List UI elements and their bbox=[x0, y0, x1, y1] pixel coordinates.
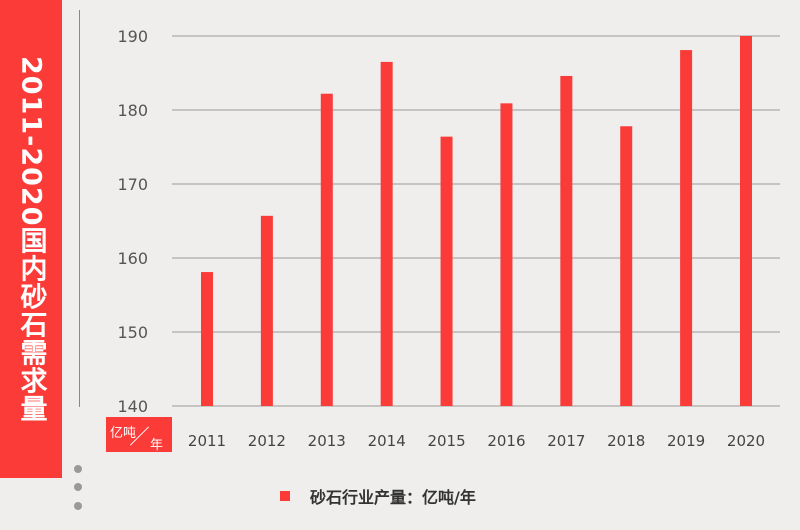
dot-decoration bbox=[74, 502, 82, 510]
bar bbox=[500, 103, 513, 406]
legend: 砂石行业产量：亿吨/年 bbox=[280, 484, 476, 508]
bar bbox=[680, 50, 693, 407]
bar bbox=[201, 272, 213, 406]
x-tick-label: 2015 bbox=[427, 432, 465, 450]
bar bbox=[560, 75, 573, 407]
bar bbox=[440, 136, 453, 406]
bar bbox=[740, 36, 752, 406]
dot-decoration bbox=[74, 465, 82, 473]
y-tick-label: 190 bbox=[117, 27, 148, 46]
x-tick-label: 2018 bbox=[607, 432, 645, 450]
y-tick-label: 160 bbox=[117, 249, 148, 268]
bar bbox=[260, 215, 273, 406]
x-tick-label: 2017 bbox=[547, 432, 585, 450]
unit-bottom: 年 bbox=[150, 438, 164, 453]
bar bbox=[380, 61, 393, 407]
side-title-banner: 2011-2020国内砂石需求量 bbox=[0, 0, 62, 478]
x-tick-label: 2013 bbox=[308, 432, 346, 450]
dot-decoration bbox=[74, 483, 82, 491]
y-tick-label: 140 bbox=[117, 397, 148, 416]
side-title: 2011-2020国内砂石需求量 bbox=[15, 55, 47, 423]
x-tick-label: 2011 bbox=[188, 432, 226, 450]
y-tick-label: 150 bbox=[117, 323, 148, 342]
x-tick-label: 2012 bbox=[248, 432, 286, 450]
unit-top: 亿吨 bbox=[110, 426, 137, 441]
x-tick-label: 2019 bbox=[667, 432, 705, 450]
x-tick-label: 2016 bbox=[487, 432, 525, 450]
x-tick-label: 2014 bbox=[368, 432, 406, 450]
bar bbox=[620, 126, 633, 406]
x-tick-label: 2020 bbox=[727, 432, 765, 450]
divider bbox=[79, 10, 80, 407]
unit-label: 亿吨 年 bbox=[106, 417, 172, 453]
legend-label: 砂石行业产量：亿吨/年 bbox=[310, 488, 476, 507]
y-tick-label: 180 bbox=[117, 101, 148, 120]
bar bbox=[320, 93, 333, 406]
y-tick-label: 170 bbox=[117, 175, 148, 194]
legend-swatch bbox=[280, 491, 290, 501]
